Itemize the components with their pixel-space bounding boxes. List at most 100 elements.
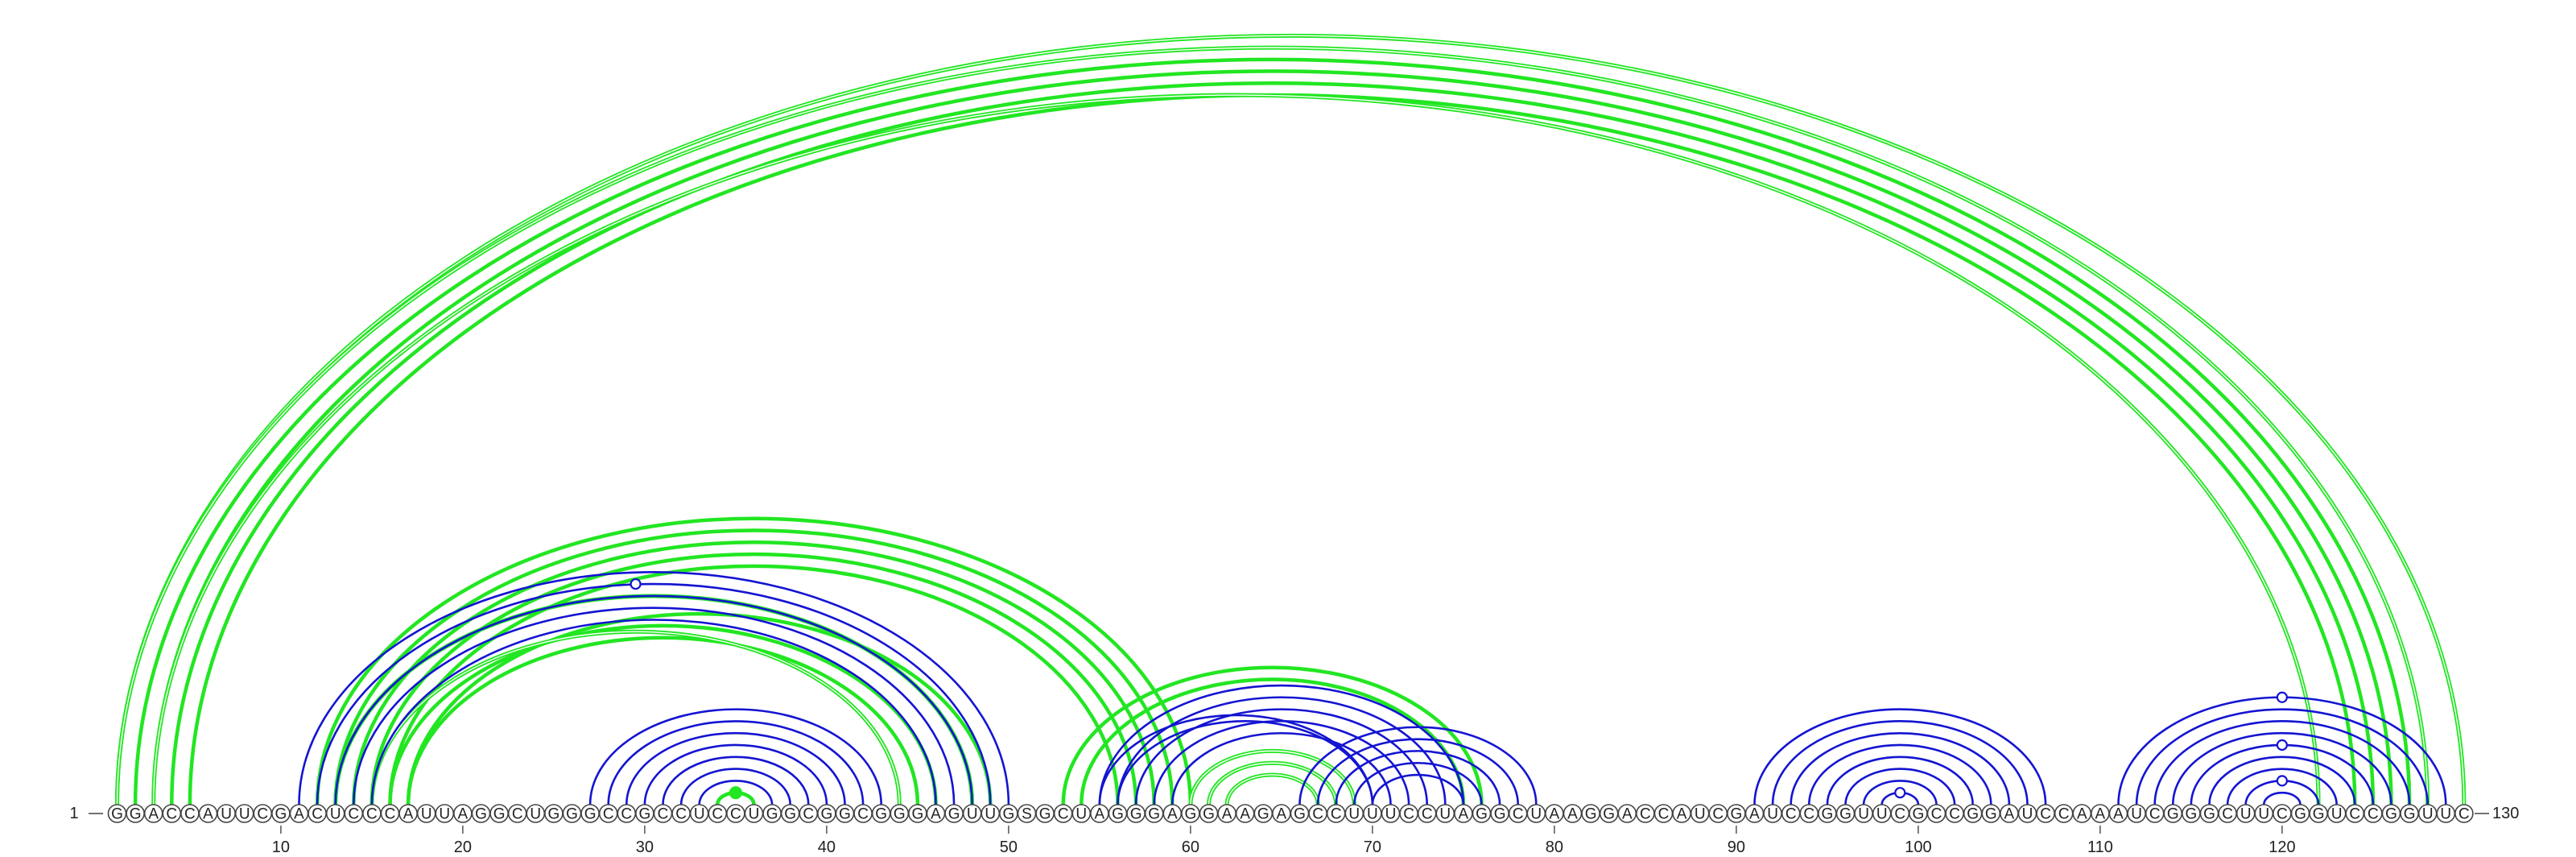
nucleotide: C: [1508, 804, 1528, 823]
arc-green-12-60: [315, 516, 1193, 805]
nucleotide: C: [617, 804, 637, 823]
nucleotide: U: [234, 804, 254, 823]
arc-blue-27-43: [588, 708, 882, 805]
nucleotide-letter: G: [1913, 806, 1925, 823]
nucleotide-letter: C: [366, 806, 378, 823]
nucleotide: A: [1617, 804, 1637, 823]
nucleotide-letter: C: [1803, 806, 1814, 823]
position-ticks: 10 20 30 40 50 60 70 80 90 100 110 120: [272, 826, 2296, 856]
nucleotide: U: [2254, 804, 2274, 823]
nucleotide: C: [1945, 804, 1964, 823]
nucleotide-letter: G: [2385, 806, 2397, 823]
nucleotide: G: [1472, 804, 1492, 823]
nucleotide: C: [1636, 804, 1655, 823]
nucleotide-letter: C: [2349, 806, 2360, 823]
nucleotide-letter: U: [330, 806, 341, 823]
nucleotide: C: [1308, 804, 1327, 823]
nucleotide-letter: U: [2422, 806, 2434, 823]
nucleotide-letter: U: [967, 806, 978, 823]
nucleotide-letter: U: [1858, 806, 1869, 823]
nucleotide: G: [1035, 804, 1055, 823]
nucleotide-letter: C: [2368, 806, 2379, 823]
tick-label: 100: [1905, 838, 1931, 856]
nucleotide-letter: U: [530, 806, 541, 823]
nucleotide: G: [1126, 804, 1146, 823]
nucleotide-letter: G: [475, 806, 487, 823]
pair-markers: [630, 578, 2288, 800]
arc-blue-94-104: [1808, 743, 1992, 805]
nucleotide-letter: C: [621, 806, 632, 823]
arc-blue-115-125: [2190, 743, 2375, 805]
nucleotide-letter: U: [1348, 806, 1360, 823]
nucleotide: C: [853, 804, 873, 823]
nucleotide: C: [1326, 804, 1346, 823]
arc-blue-92-106: [1771, 720, 2029, 805]
arc-green-60-69: [1188, 748, 1356, 805]
nucleotide-letter: U: [985, 806, 996, 823]
nucleotide: G: [1727, 804, 1746, 823]
nucleotide: U: [2127, 804, 2146, 823]
nucleotide: A: [1454, 804, 1473, 823]
arc-blue-31-39: [662, 756, 810, 805]
nucleotide: U: [962, 804, 982, 823]
arc-blue-117-123: [2226, 768, 2338, 805]
arc-green-2-127: [133, 57, 2412, 805]
nucleotide: C: [1708, 804, 1728, 823]
nucleotide-letter: A: [1749, 806, 1760, 823]
base-pair-arcs: [115, 33, 2467, 805]
nucleotide: C: [671, 804, 691, 823]
tick-label: 10: [272, 838, 290, 856]
nucleotide: G: [635, 804, 654, 823]
arc-blue-15-46: [370, 619, 937, 805]
nucleotide: G: [1108, 804, 1128, 823]
nucleotide-letter: U: [694, 806, 705, 823]
nucleotide-letter: C: [512, 806, 523, 823]
nucleotide: C: [1781, 804, 1801, 823]
nucleotide: G: [2309, 804, 2328, 823]
nucleotide: U: [1363, 804, 1382, 823]
nucleotide: G: [2381, 804, 2401, 823]
nucleotide: G: [1981, 804, 2001, 823]
arc-blue-32-38: [679, 768, 791, 805]
nucleotide: G: [1253, 804, 1274, 823]
nucleotide-letter: U: [239, 806, 250, 823]
nucleotide: G: [835, 804, 855, 823]
arc-green-3-122-inner: [153, 94, 2319, 805]
nucleotide: G: [2199, 804, 2219, 823]
nucleotide: U: [416, 804, 436, 823]
nucleotide: U: [1872, 804, 1892, 823]
nucleotide-letter: U: [1367, 806, 1378, 823]
nucleotide-letter: U: [1439, 806, 1451, 823]
nucleotide: G: [1909, 804, 1928, 823]
nucleotide-letter: C: [2222, 806, 2233, 823]
nucleotide-letter: G: [2404, 806, 2416, 823]
nucleotide-letter: G: [584, 806, 597, 823]
nucleotide: G: [1290, 804, 1310, 823]
arc-blue-12-49: [316, 582, 992, 805]
nucleotide-letter: G: [2186, 806, 2198, 823]
nucleotide: A: [1272, 804, 1291, 823]
nucleotide: U: [1435, 804, 1455, 823]
nucleotide-letter: A: [458, 806, 469, 823]
nucleotide: C: [362, 804, 382, 823]
nucleotide-letter: A: [2113, 806, 2124, 823]
nucleotide: S: [1017, 804, 1037, 823]
nucleotide: A: [2000, 804, 2019, 823]
arc-blue-119-121: [2263, 791, 2301, 805]
nucleotide-letter: A: [1222, 806, 1232, 823]
nucleotide-letter: C: [2040, 806, 2051, 823]
nucleotide-letter: G: [912, 806, 924, 823]
nucleotide-letter: A: [1240, 806, 1250, 823]
nucleotide: G: [1181, 804, 1200, 823]
nucleotide-letter: C: [1403, 806, 1414, 823]
nucleotide: G: [1963, 804, 1983, 823]
nucleotide-letter: C: [712, 806, 723, 823]
nucleotide-letter: U: [1695, 806, 1706, 823]
nucleotide-letter: G: [894, 806, 906, 823]
nucleotide-letter: G: [839, 806, 851, 823]
nucleotide-letter: A: [1550, 806, 1560, 823]
pair-marker-34-36: [729, 786, 743, 800]
nucleotide-letter: A: [1567, 806, 1578, 823]
nucleotide-letter: U: [421, 806, 432, 823]
